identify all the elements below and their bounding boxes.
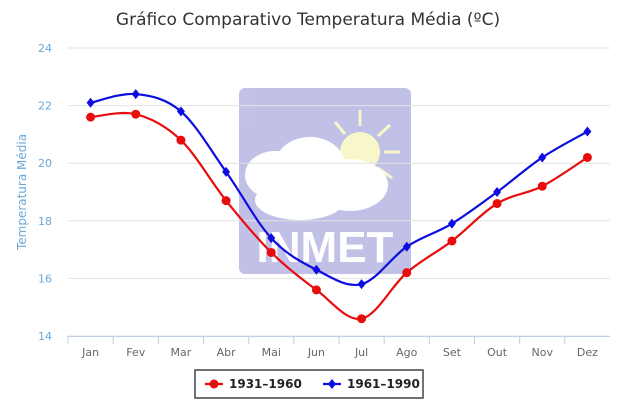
x-tick-label: Nov xyxy=(532,346,554,359)
data-point xyxy=(493,187,502,197)
x-tick-label: Jul xyxy=(354,346,368,359)
data-point xyxy=(492,199,502,209)
x-tick-label: Jun xyxy=(307,346,325,359)
x-tick-label: Mar xyxy=(171,346,192,359)
data-point xyxy=(538,152,547,163)
x-tick-label: Mai xyxy=(262,346,281,359)
data-point xyxy=(266,247,276,257)
data-point xyxy=(357,279,366,290)
x-tick-label: Fev xyxy=(126,346,145,359)
x-tick-label: Set xyxy=(443,346,462,359)
inmet-logo-watermark: INMET xyxy=(239,88,411,274)
x-tick-label: Abr xyxy=(217,346,237,359)
data-point xyxy=(537,181,547,191)
data-point xyxy=(86,112,96,122)
data-point xyxy=(582,152,592,162)
data-point xyxy=(267,233,276,244)
y-tick-label: 18 xyxy=(38,215,52,228)
legend-marker xyxy=(328,379,336,389)
legend: 1931–1960 1961–1990 xyxy=(194,369,424,399)
y-tick-label: 22 xyxy=(38,100,52,113)
data-point xyxy=(583,126,592,137)
y-tick-label: 14 xyxy=(38,330,52,343)
data-point xyxy=(447,236,457,246)
data-point xyxy=(312,264,321,275)
x-tick-label: Out xyxy=(487,346,508,359)
data-point xyxy=(402,268,412,278)
data-point xyxy=(357,314,367,324)
data-point xyxy=(447,218,456,229)
legend-item-label[interactable]: 1931–1960 xyxy=(229,377,302,391)
data-point xyxy=(176,135,186,145)
data-point xyxy=(131,109,141,119)
data-point xyxy=(402,241,411,252)
legend-marker xyxy=(209,379,219,389)
data-point xyxy=(176,106,185,117)
data-point xyxy=(222,166,231,177)
data-point xyxy=(221,196,231,206)
y-tick-label: 16 xyxy=(38,272,52,285)
data-point xyxy=(131,89,140,100)
y-axis-label: Temperatura Média xyxy=(15,134,29,251)
x-tick-label: Ago xyxy=(396,346,418,359)
legend-item-label[interactable]: 1961–1990 xyxy=(347,377,420,391)
data-point xyxy=(311,285,321,295)
svg-text:INMET: INMET xyxy=(257,223,394,272)
x-tick-label: Dez xyxy=(577,346,598,359)
chart-title: Gráfico Comparativo Temperatura Média (º… xyxy=(116,10,500,30)
y-tick-label: 20 xyxy=(38,157,52,170)
x-tick-label: Jan xyxy=(81,346,99,359)
data-point xyxy=(86,97,95,108)
y-tick-label: 24 xyxy=(38,42,52,55)
